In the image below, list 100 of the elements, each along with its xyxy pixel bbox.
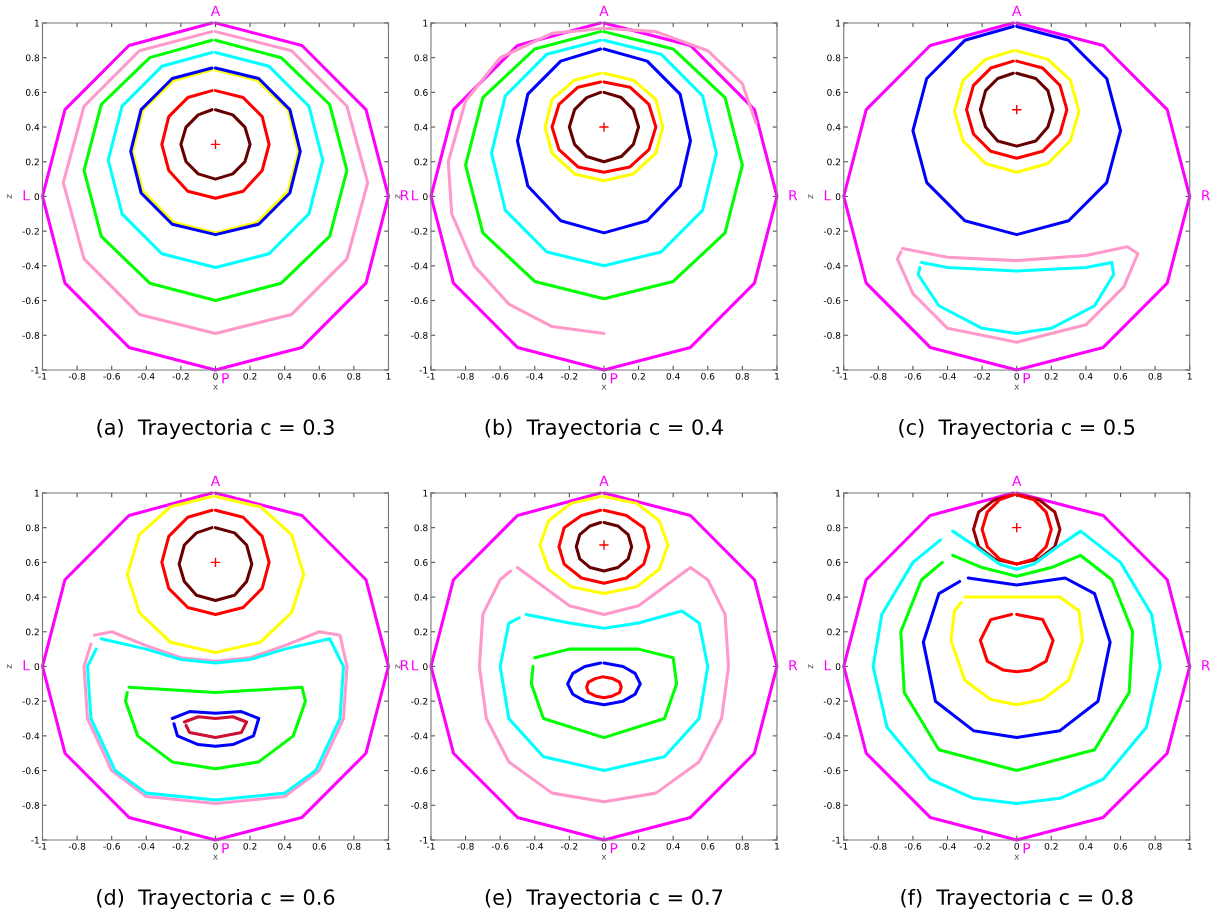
y-tick-label: 1 — [836, 489, 841, 497]
y-tick-label: -0.4 — [411, 262, 428, 270]
annotation: L — [412, 190, 419, 201]
text: (f) Trayectoria c = 0.8 — [901, 888, 1133, 910]
y-tick-label: 0.2 — [827, 628, 841, 636]
annotation: R — [1202, 190, 1211, 201]
x-tick-label: 0.6 — [701, 372, 715, 380]
text: (e) Trayectoria c = 0.7 — [485, 888, 723, 910]
x-tick-label: -0.2 — [973, 842, 991, 850]
x-tick-label: -0.8 — [869, 372, 887, 380]
y-tick-label: -0.6 — [823, 297, 841, 305]
x-tick-label: -0.8 — [68, 372, 86, 380]
x-tick-label: -0.6 — [904, 842, 922, 850]
text: (d) Trayectoria c = 0.6 — [97, 888, 335, 910]
x-tick-label: -0.2 — [172, 842, 189, 850]
x-tick-label: -0.2 — [973, 372, 991, 380]
x-tick-label: 0.2 — [631, 842, 645, 850]
y-tick-label: 0.8 — [25, 524, 40, 532]
y-axis-title: z — [6, 194, 12, 199]
x-tick-label: 0.2 — [1044, 372, 1058, 380]
x-axis-title: x — [601, 384, 607, 390]
text: (c) Trayectoria c = 0.5 — [899, 418, 1135, 440]
x-tick-label: 0.4 — [278, 842, 292, 850]
text: (b) Trayectoria c = 0.4 — [485, 418, 723, 440]
y-tick-label: -0.6 — [411, 297, 428, 305]
y-tick-label: -0.4 — [411, 732, 428, 740]
x-axis-title: x — [1014, 854, 1020, 860]
x-tick-label: 1 — [1187, 843, 1192, 850]
x-tick-label: 0.8 — [347, 842, 361, 850]
y-tick-label: -1 — [31, 366, 39, 374]
x-tick-label: -0.8 — [68, 842, 86, 850]
x-tick-label: -0.8 — [457, 842, 474, 850]
x-tick-label: -0.4 — [526, 372, 544, 380]
y-axis-title: z — [6, 664, 12, 669]
x-tick-label: 0.6 — [701, 842, 715, 850]
x-tick-label: 0 — [601, 372, 607, 380]
text: (a) Trayectoria c = 0.3 — [97, 418, 334, 440]
x-tick-label: 0.6 — [312, 842, 326, 850]
x-tick-label: 0.6 — [1113, 372, 1128, 380]
x-tick-label: 0.8 — [347, 372, 361, 380]
y-tick-label: 0.6 — [827, 89, 841, 96]
y-tick-label: -0.2 — [22, 227, 39, 235]
annotation: A — [210, 5, 221, 16]
annotation: P — [222, 373, 229, 384]
annotation: R — [789, 190, 798, 201]
annotation: R — [400, 660, 409, 671]
y-tick-label: -0.2 — [411, 227, 428, 235]
y-tick-label: 0.4 — [827, 593, 841, 601]
y-tick-label: 0.4 — [25, 123, 40, 131]
annotation: A — [599, 475, 609, 486]
y-tick-label: 0.6 — [25, 89, 40, 96]
y-tick-label: -0.6 — [411, 767, 428, 775]
y-axis-title: z — [808, 194, 814, 199]
y-tick-label: -0.8 — [823, 331, 841, 339]
x-tick-label: 0.4 — [1079, 372, 1093, 380]
annotation: A — [210, 475, 221, 486]
y-tick-label: 0.6 — [414, 559, 428, 566]
x-tick-label: 0.8 — [1148, 842, 1162, 850]
x-tick-label: 0.6 — [312, 372, 326, 380]
x-tick-label: 0.8 — [735, 372, 749, 380]
y-tick-label: 0.6 — [827, 559, 841, 566]
x-tick-label: 1 — [775, 373, 779, 380]
x-tick-label: -0.4 — [939, 842, 956, 850]
y-tick-label: -1 — [419, 836, 428, 844]
annotation: P — [1023, 843, 1031, 854]
y-tick-label: -0.8 — [823, 802, 841, 809]
x-tick-label: -0.6 — [491, 372, 509, 380]
y-tick-label: -1 — [419, 366, 428, 374]
x-tick-label: 0.2 — [243, 372, 257, 380]
y-tick-label: -0.6 — [22, 767, 40, 775]
y-axis-title: z — [395, 664, 401, 669]
y-tick-label: -0.4 — [22, 262, 40, 270]
y-tick-label: 0.4 — [25, 593, 40, 601]
x-axis-title: x — [601, 854, 607, 860]
x-tick-label: 0 — [601, 842, 607, 850]
x-tick-label: 1 — [386, 843, 391, 850]
y-tick-label: -0.4 — [823, 732, 841, 740]
y-tick-label: -0.8 — [22, 331, 40, 339]
y-tick-label: 0 — [423, 193, 428, 201]
y-tick-label: 0.8 — [25, 54, 40, 62]
x-tick-label: -0.6 — [103, 842, 120, 850]
annotation: P — [610, 843, 618, 854]
x-tick-label: -0.4 — [137, 842, 155, 850]
x-tick-label: -0.8 — [457, 372, 474, 380]
x-tick-label: 0.2 — [631, 372, 645, 380]
y-tick-label: 0.6 — [25, 559, 40, 566]
y-tick-label: -0.8 — [411, 802, 428, 809]
y-tick-label: 0.2 — [25, 158, 39, 166]
x-tick-label: 0.4 — [666, 372, 680, 380]
y-axis-title: z — [808, 664, 814, 669]
x-tick-label: 1 — [386, 373, 391, 380]
y-tick-label: -0.6 — [823, 767, 841, 775]
annotation: L — [824, 190, 832, 201]
annotation: R — [400, 190, 409, 201]
x-tick-label: -0.4 — [939, 372, 956, 380]
x-tick-label: 0 — [1014, 372, 1019, 380]
x-tick-label: -0.6 — [904, 372, 922, 380]
annotation: A — [599, 5, 609, 16]
x-axis-title: x — [213, 384, 218, 390]
y-tick-label: -0.2 — [823, 227, 841, 235]
